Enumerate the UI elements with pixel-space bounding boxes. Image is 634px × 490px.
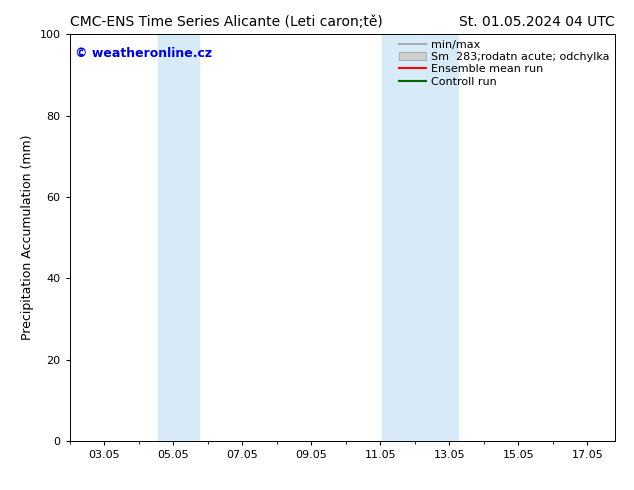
Bar	[417, 34, 458, 441]
Text: © weatheronline.cz: © weatheronline.cz	[75, 47, 212, 59]
Y-axis label: Precipitation Accumulation (mm): Precipitation Accumulation (mm)	[21, 135, 34, 341]
Bar	[382, 34, 417, 441]
Text: St. 01.05.2024 04 UTC: St. 01.05.2024 04 UTC	[459, 15, 615, 29]
Bar	[158, 34, 199, 441]
Text: CMC-ENS Time Series Alicante (Leti caron;tě): CMC-ENS Time Series Alicante (Leti caron…	[70, 15, 382, 29]
Legend: min/max, Sm  283;rodatn acute; odchylka, Ensemble mean run, Controll run: min/max, Sm 283;rodatn acute; odchylka, …	[396, 38, 612, 89]
